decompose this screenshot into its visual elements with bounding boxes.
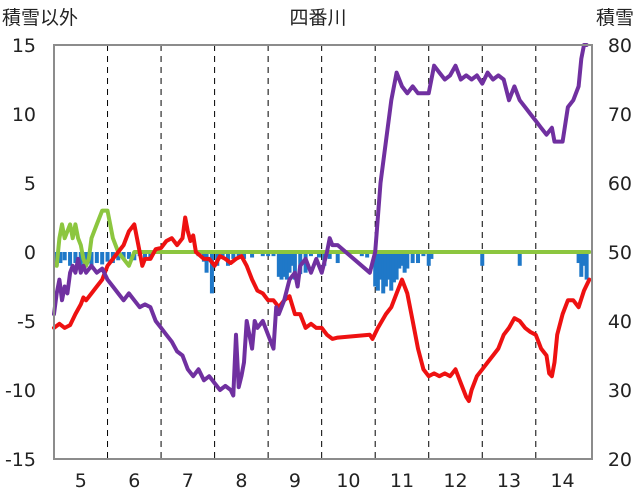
snow-bar: [94, 252, 99, 264]
snow-bar: [316, 252, 321, 258]
x-tick-label: 12: [443, 470, 467, 492]
x-tick-label: 6: [128, 470, 140, 492]
snow-bar: [84, 252, 89, 266]
y-left-tick-label: 15: [12, 35, 36, 57]
series-line-3: [52, 43, 589, 398]
y-left-tick-label: -15: [5, 449, 36, 471]
snow-bar: [375, 252, 380, 291]
snow-bar: [287, 252, 292, 273]
x-tick-label: 13: [497, 470, 521, 492]
snow-bar: [116, 252, 121, 261]
snow-bar: [335, 252, 340, 264]
snow-bar: [62, 252, 67, 261]
snow-bar: [204, 252, 209, 273]
snow-bar: [126, 252, 131, 259]
snow-bar: [426, 252, 431, 266]
y-right-tick-label: 60: [608, 173, 632, 195]
x-tick-label: 7: [182, 470, 194, 492]
snow-bar: [359, 252, 364, 257]
snow-bar: [73, 252, 78, 264]
snow-bar: [381, 252, 386, 294]
snow-bar: [579, 252, 584, 277]
y-right-tick-label: 80: [608, 35, 632, 57]
y-right-tick-label: 50: [608, 242, 632, 264]
snow-bar: [517, 252, 522, 266]
lines-layer: [52, 43, 592, 403]
y-left-axis-label: 積雪以外: [2, 7, 78, 29]
snow-bar: [402, 252, 407, 273]
series-line-1: [54, 208, 592, 268]
snow-bar: [100, 252, 105, 265]
snow-bar: [105, 252, 110, 262]
x-tick-label: 11: [390, 470, 414, 492]
y-left-tick-label: 0: [24, 242, 36, 264]
y-right-tick-label: 30: [608, 380, 632, 402]
y-left-tick-label: 5: [24, 173, 36, 195]
snow-bar: [121, 252, 126, 259]
x-tick-label: 8: [235, 470, 247, 492]
y-right-axis-label: 積雪: [596, 7, 634, 29]
snow-bar: [68, 252, 73, 266]
snow-bar: [373, 252, 378, 287]
snow-bar: [327, 252, 332, 259]
snow-bar: [148, 252, 153, 258]
snow-bar: [405, 252, 410, 269]
snow-bar: [290, 252, 295, 266]
snow-bar: [284, 252, 289, 280]
snow-bar: [581, 252, 586, 266]
snow-bar: [282, 252, 287, 277]
snow-bar: [292, 252, 297, 280]
snow-bar: [58, 252, 63, 264]
snow-bar: [389, 252, 394, 291]
grid-layer: [107, 45, 537, 459]
snow-bar: [271, 252, 276, 257]
snow-bar: [399, 252, 404, 266]
snow-bar: [421, 252, 426, 257]
snow-bar: [308, 252, 313, 257]
x-tick-label: 5: [75, 470, 87, 492]
snow-bar: [220, 252, 225, 258]
snow-bar: [386, 252, 391, 280]
y-left-tick-label: -5: [17, 311, 36, 333]
x-tick-label: 14: [550, 470, 574, 492]
y-right-tick-label: 40: [608, 311, 632, 333]
snow-bar: [397, 252, 402, 269]
snow-bar: [266, 252, 271, 257]
plot-border: [53, 44, 593, 460]
snow-bar: [383, 252, 388, 287]
snow-bar: [416, 252, 421, 264]
snow-bar: [236, 252, 241, 257]
y-left-tick-label: 10: [12, 104, 36, 126]
axis-labels-layer: 5 6 7 8 9 10 11 12 13 14151050-5-10-1580706050403…: [5, 35, 632, 492]
snow-bar: [231, 252, 236, 259]
snow-bar: [576, 252, 581, 264]
snow-bar: [480, 252, 485, 266]
x-tick-label: 9: [289, 470, 301, 492]
snow-bar: [365, 252, 370, 258]
snow-bar: [378, 252, 383, 280]
snow-bar: [410, 252, 415, 264]
y-right-tick-label: 70: [608, 104, 632, 126]
snow-bar: [394, 252, 399, 280]
x-tick-label: 10: [336, 470, 360, 492]
snow-bar: [143, 252, 148, 259]
y-left-tick-label: -10: [5, 380, 36, 402]
series-line-2: [52, 215, 592, 403]
snow-bar: [89, 252, 94, 269]
snow-bar: [276, 252, 281, 277]
chart-title: 四番川: [289, 7, 346, 29]
snow-bar: [260, 252, 265, 257]
snow-bar: [209, 252, 214, 294]
snow-bar: [279, 252, 284, 280]
snow-bar: [584, 252, 589, 280]
snow-bar: [242, 252, 247, 259]
snow-bar: [429, 252, 434, 259]
snow-bar: [391, 252, 396, 283]
snow-bar: [78, 252, 83, 266]
snow-bar: [250, 252, 255, 258]
y-right-tick-label: 20: [608, 449, 632, 471]
